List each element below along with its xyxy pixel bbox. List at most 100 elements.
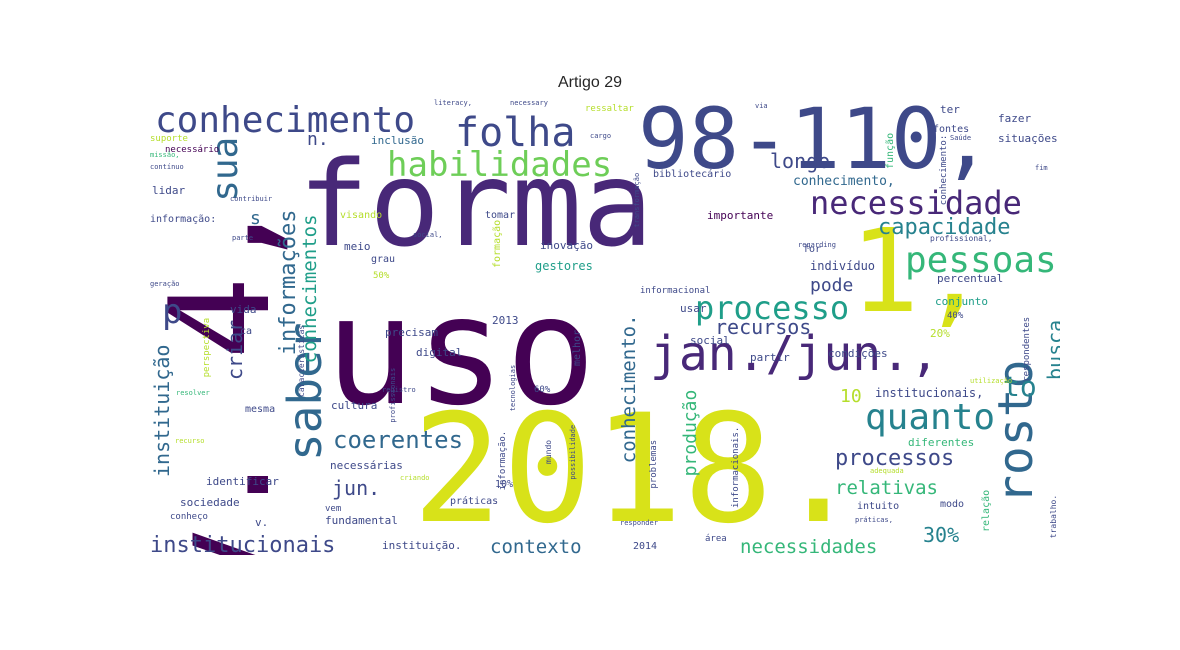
word-literacy: literacy, <box>434 99 472 107</box>
word-mundo: mundo <box>544 439 553 464</box>
word-social: social, <box>413 231 443 239</box>
word-social: social <box>690 334 730 347</box>
word-saude: Saúde <box>950 134 972 142</box>
word-40: 40% <box>947 311 964 321</box>
word-conhecimento: conhecimento. <box>618 314 640 464</box>
word-informacionais: informacionais. <box>731 426 741 508</box>
word-ressaltar: ressaltar <box>585 104 634 114</box>
word-relacao: relação <box>981 489 992 532</box>
word-institucionais: institucionais, <box>875 386 984 400</box>
word-transformacao: transformação <box>633 172 641 228</box>
word-necessary: necessary <box>510 99 548 107</box>
word-habilidades: habilidades <box>387 145 613 185</box>
word-tomar: tomar <box>485 210 516 221</box>
word-fundamental: fundamental <box>325 514 398 527</box>
word-possibilidade: possibilidade <box>569 424 577 480</box>
word-mesma: mesma <box>245 404 276 415</box>
word-individuo: indivíduo <box>810 259 876 273</box>
word-2018: 2018. <box>412 383 864 555</box>
word-n: n. <box>307 129 329 150</box>
word-regarding: regarding <box>798 241 836 249</box>
word-praticas: práticas <box>450 496 499 507</box>
word-fazer: fazer <box>998 112 1032 125</box>
word-ter: ter <box>940 103 960 116</box>
word-longo: longo <box>770 149 831 173</box>
word-registro: registro <box>382 386 416 394</box>
word-precisam: precisam <box>385 326 438 339</box>
figure-title: Artigo 29 <box>557 74 623 91</box>
word-conjunto: conjunto <box>935 295 988 308</box>
word-98-110: 98-110, <box>638 95 993 188</box>
word-suporte: suporte <box>150 134 188 144</box>
word-necessidade: necessidade <box>810 184 1022 222</box>
word-contexto: contexto <box>490 536 582 556</box>
word-quanto: quanto <box>865 397 996 438</box>
word-necessidades: necessidades <box>740 536 878 556</box>
word-funcao: função <box>885 132 896 169</box>
word-recursos: recursos <box>715 315 812 339</box>
word-inclusao: inclusão <box>371 134 424 147</box>
word-2013: 2013 <box>492 314 519 327</box>
word-respondentes: respondentes <box>1022 316 1032 382</box>
word-parte: parte <box>232 234 254 242</box>
word-folha: folha <box>455 110 576 156</box>
word-conheco: conheço <box>170 512 208 522</box>
word-relativas: relativas <box>835 477 938 499</box>
word-digital: digital <box>416 346 463 359</box>
word-conhecimento: conhecimento <box>155 100 416 141</box>
word-processos: processos <box>835 446 955 471</box>
word-recurso: recurso <box>175 437 205 445</box>
word-10: 10% <box>495 479 514 490</box>
word-percentual: percentual <box>937 272 1004 285</box>
word-meio: meio <box>344 240 371 253</box>
word-cargo: cargo <box>590 132 612 140</box>
word-60: 60% <box>534 385 551 395</box>
word-v: v. <box>255 516 269 529</box>
word-partir: partir <box>750 351 790 364</box>
word-adequada: adequada <box>870 467 904 475</box>
word-capacidade: capacidade <box>878 215 1011 240</box>
word-conhecimento: conhecimento: <box>939 134 949 206</box>
word-10: 10 <box>840 386 862 407</box>
word-via: via <box>755 102 768 110</box>
word-20: 20% <box>930 327 950 340</box>
word-conhecimento: conhecimento, <box>793 174 895 189</box>
word-melhor: melhor <box>572 329 583 366</box>
word-profissionais: profissionais <box>389 367 397 423</box>
word-s: s <box>250 208 261 229</box>
word-for: for <box>803 244 822 255</box>
word-informacao: informação. <box>498 430 508 491</box>
word-problemas: problemas <box>649 439 659 489</box>
word-caracteristicas: características <box>297 324 306 397</box>
word-processo: processo <box>695 289 850 327</box>
word-identificar: identificar <box>206 475 279 488</box>
word-busca: busca <box>1043 319 1060 380</box>
word-criando: criando <box>400 474 430 482</box>
word-condicoes: condições <box>828 347 888 360</box>
word-p: p <box>162 292 183 332</box>
word-missao: missão, <box>150 151 180 159</box>
word-pessoas: pessoas <box>905 240 1057 281</box>
word-visando: visando <box>340 210 383 221</box>
word-to: to <box>1003 370 1037 403</box>
word-institucionais: institucionais <box>150 533 336 556</box>
word-grau: grau <box>371 254 396 265</box>
word-cloud: forma uso 2018. v. 4, 98-110, 1, jan./jun., fol… <box>150 95 1060 555</box>
word-informacional: informacional <box>640 286 711 296</box>
word-importante: importante <box>707 209 774 222</box>
word-praticas: práticas, <box>855 516 893 524</box>
word-producao: produção <box>680 389 701 477</box>
word-necessario: necessário <box>165 145 220 155</box>
word-30: 30% <box>923 523 960 547</box>
word-contribuir: contribuir <box>230 195 273 203</box>
word-utilizacao: utilização <box>970 377 1013 385</box>
word-instituicao: instituição <box>150 344 174 477</box>
word-ca: ca <box>240 326 253 337</box>
word-vida: vida <box>230 303 257 316</box>
word-lidar: lidar <box>152 184 186 197</box>
word-perspectiva: perspectiva <box>202 317 212 378</box>
word-responder: responder <box>620 519 658 527</box>
word-intuito: intuito <box>857 501 900 512</box>
word-uso: uso <box>325 265 596 439</box>
word-gestores: gestores <box>535 259 593 273</box>
